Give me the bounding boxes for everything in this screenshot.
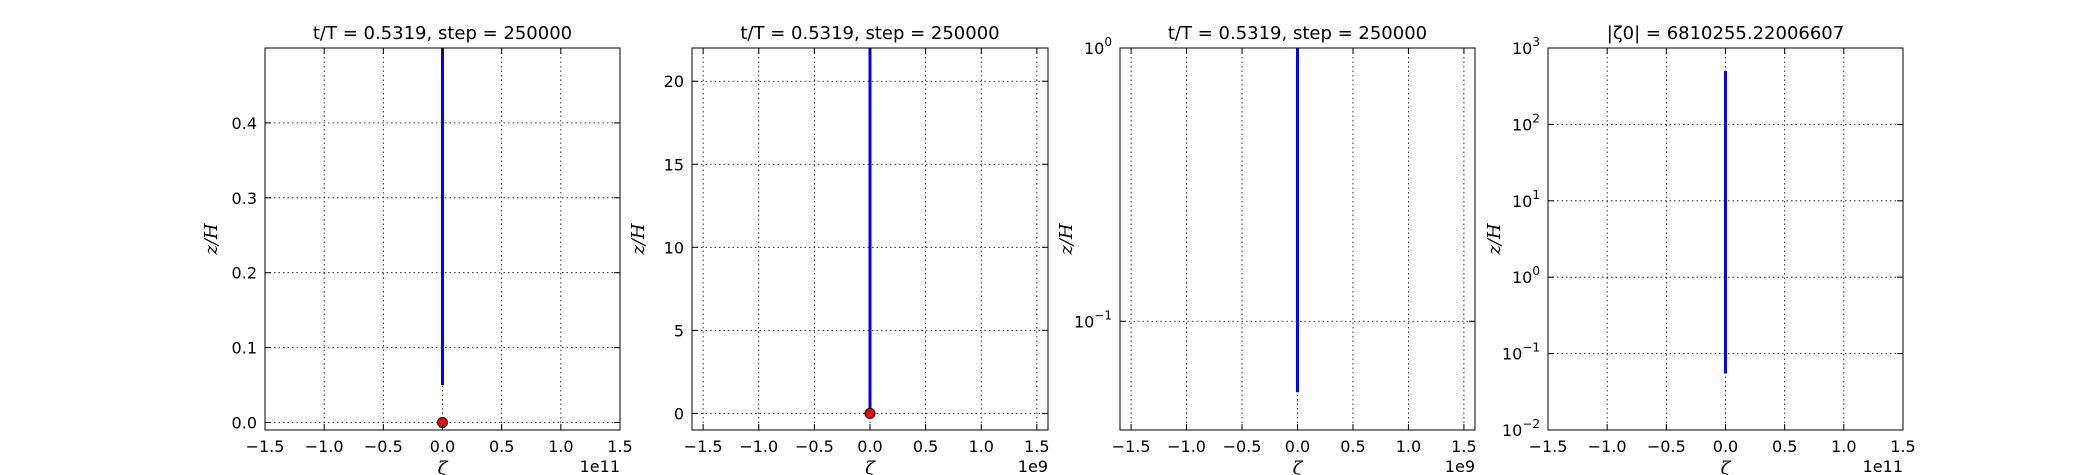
y-tick-label: 101: [1512, 188, 1540, 211]
x-tick-label: −0.5: [795, 437, 834, 456]
x-tick-label: 1.5: [607, 437, 632, 456]
x-tick-label: −1.5: [1112, 437, 1151, 456]
y-tick-label: 100: [1512, 264, 1540, 287]
x-tick-label: −1.0: [739, 437, 778, 456]
y-tick-label: 15: [664, 155, 684, 174]
x-tick-label: 1.0: [548, 437, 573, 456]
x-axis-label: ζ: [865, 458, 876, 475]
x-tick-label: 0.0: [857, 437, 882, 456]
x-tick-label: 1.0: [969, 437, 994, 456]
y-tick-label: 5: [674, 321, 684, 340]
y-tick-label: 0.2: [232, 264, 257, 283]
x-axis-label: ζ: [438, 458, 449, 475]
x-offset-label: 1e9: [1445, 457, 1475, 475]
y-tick-label: 10−1: [1502, 341, 1540, 364]
x-tick-label: −1.5: [246, 437, 285, 456]
y-tick-label: 10−1: [1074, 308, 1112, 331]
x-offset-label: 1e11: [1863, 457, 1903, 475]
x-tick-label: 0.5: [1772, 437, 1797, 456]
x-tick-label: 0.0: [1285, 437, 1310, 456]
chart-panel-3: −1.5 −1.0 −0.5 0.0 0.5 1.0 1.5 10−1 100 t/T = 0.5…: [1056, 23, 1477, 475]
y-tick-label: 10−2: [1502, 417, 1540, 440]
x-tick-label: 0.0: [1713, 437, 1738, 456]
chart-panel-1: −1.5 −1.0 −0.5 0.0 0.5 1.0 1.5 0.0 0.1 0.2 0.3 0.4 t…: [201, 23, 633, 475]
y-tick-label: 10: [664, 238, 684, 257]
x-tick-label: 0.0: [430, 437, 455, 456]
x-tick-label: 1.5: [1451, 437, 1476, 456]
chart-panel-2: −1.5 −1.0 −0.5 0.0 0.5 1.0 1.5 0 5 10 15 20 t/T = 0.…: [628, 23, 1050, 475]
y-axis-label: z/H: [1484, 223, 1505, 256]
chart-title: t/T = 0.5319, step = 250000: [313, 23, 572, 44]
x-tick-label: −0.5: [1223, 437, 1262, 456]
y-tick-label: 0.1: [232, 339, 257, 358]
y-tick-label: 0: [674, 404, 684, 423]
x-tick-label: −1.0: [1167, 437, 1206, 456]
y-tick-label: 100: [1084, 35, 1112, 58]
x-axis-label: ζ: [1721, 458, 1732, 475]
x-tick-label: −0.5: [1647, 437, 1686, 456]
x-tick-label: 1.5: [1024, 437, 1049, 456]
x-tick-label: 1.5: [1890, 437, 1915, 456]
x-offset-label: 1e11: [580, 457, 620, 475]
x-tick-label: −0.5: [364, 437, 403, 456]
chart-title: |ζ0| = 6810255.22006607: [1607, 23, 1844, 44]
chart-panel-4: −1.5 −1.0 −0.5 0.0 0.5 1.0 1.5 10−2 10−1 100 101 10…: [1484, 23, 1916, 475]
x-tick-label: 0.5: [1340, 437, 1365, 456]
y-axis-label: z/H: [201, 223, 222, 256]
y-tick-label: 20: [664, 72, 684, 91]
y-tick-label: 103: [1512, 35, 1540, 58]
chart-title: t/T = 0.5319, step = 250000: [1168, 23, 1427, 44]
x-tick-label: −1.5: [1529, 437, 1568, 456]
x-tick-label: −1.0: [305, 437, 344, 456]
x-tick-label: 0.5: [489, 437, 514, 456]
origin-marker: [864, 407, 876, 419]
x-tick-label: 0.5: [913, 437, 938, 456]
x-axis-label: ζ: [1293, 458, 1304, 475]
x-tick-label: 1.0: [1396, 437, 1421, 456]
y-tick-label: 0.0: [232, 414, 257, 433]
x-tick-label: 1.0: [1831, 437, 1856, 456]
chart-title: t/T = 0.5319, step = 250000: [740, 23, 999, 44]
y-tick-label: 102: [1512, 111, 1540, 134]
y-axis-label: z/H: [1056, 223, 1077, 256]
y-tick-label: 0.3: [232, 189, 257, 208]
x-offset-label: 1e9: [1018, 457, 1048, 475]
x-tick-label: −1.0: [1588, 437, 1627, 456]
y-tick-label: 0.4: [232, 114, 257, 133]
y-axis-label: z/H: [628, 223, 649, 256]
x-tick-label: −1.5: [684, 437, 723, 456]
